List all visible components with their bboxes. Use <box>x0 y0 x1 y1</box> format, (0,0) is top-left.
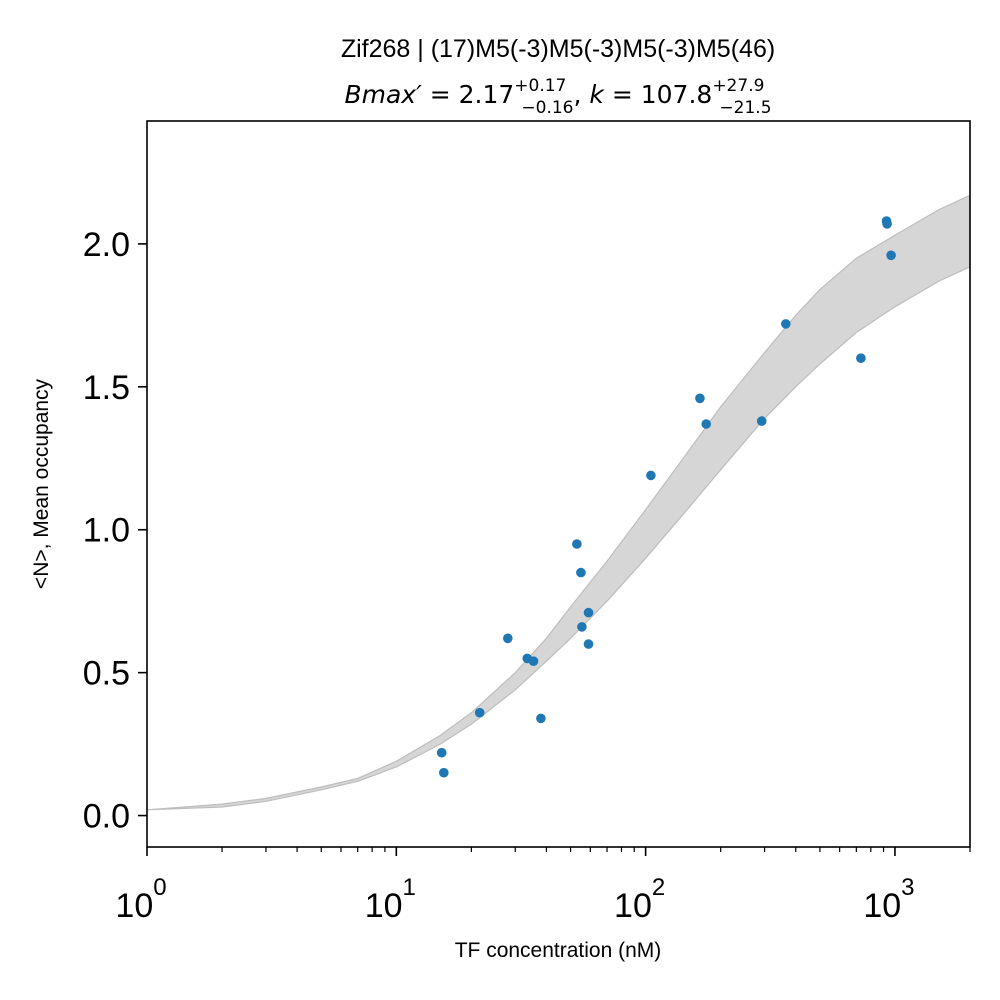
data-point <box>646 470 656 481</box>
x-axis: 100 101 102 103 <box>115 847 971 925</box>
data-point <box>695 393 705 404</box>
bmax-plus: +0.17 <box>514 76 566 96</box>
chart-subtitle: Bmax′ = 2.17+0.17 −0.16, k = 107.8+27.9 −2… <box>344 76 771 118</box>
data-point <box>528 656 539 666</box>
x-axis-label: TF concentration (nM) <box>455 939 662 962</box>
confidence-band-layer <box>147 194 970 811</box>
data-point <box>576 567 586 578</box>
k-minus: −21.5 <box>719 98 771 118</box>
x-tick-label: 100 <box>115 874 166 925</box>
bmax-symbol: Bmax′ <box>344 80 422 109</box>
data-point <box>856 353 866 364</box>
y-tick-label: 1.0 <box>83 512 130 550</box>
x-tick-label: 103 <box>863 874 914 925</box>
data-point <box>572 539 582 549</box>
data-point <box>474 707 485 718</box>
bmax-value: 2.17 <box>459 80 515 109</box>
data-point <box>577 622 587 632</box>
data-point <box>781 319 791 329</box>
data-point <box>439 767 449 778</box>
plot-frame <box>146 120 971 848</box>
k-symbol: k <box>589 80 605 109</box>
y-axis: 0.0 0.5 1.0 1.5 2.0 <box>83 226 147 836</box>
data-point <box>882 219 892 229</box>
data-point <box>583 607 594 618</box>
data-point <box>503 633 513 644</box>
data-point <box>583 639 594 649</box>
data-point <box>536 713 546 724</box>
y-tick-label: 0.5 <box>83 655 130 693</box>
data-point <box>886 250 896 261</box>
y-tick-label: 0.0 <box>83 798 130 836</box>
chart-title: Zif268 | (17)M5(-3)M5(-3)M5(-3)M5(46) <box>341 35 775 63</box>
k-value: 107.8 <box>641 80 713 109</box>
data-point <box>436 747 447 758</box>
confidence-band <box>147 194 970 811</box>
data-points-layer <box>436 216 896 778</box>
y-axis-label: <N>, Mean occupancy <box>30 378 53 589</box>
k-plus: +27.9 <box>712 76 764 96</box>
x-tick-label: 102 <box>614 874 665 925</box>
y-tick-label: 1.5 <box>83 369 130 407</box>
data-point <box>756 416 767 426</box>
bmax-minus: −0.16 <box>521 98 573 118</box>
data-point <box>701 419 711 429</box>
y-tick-label: 2.0 <box>83 226 130 264</box>
x-tick-label: 101 <box>365 874 416 925</box>
